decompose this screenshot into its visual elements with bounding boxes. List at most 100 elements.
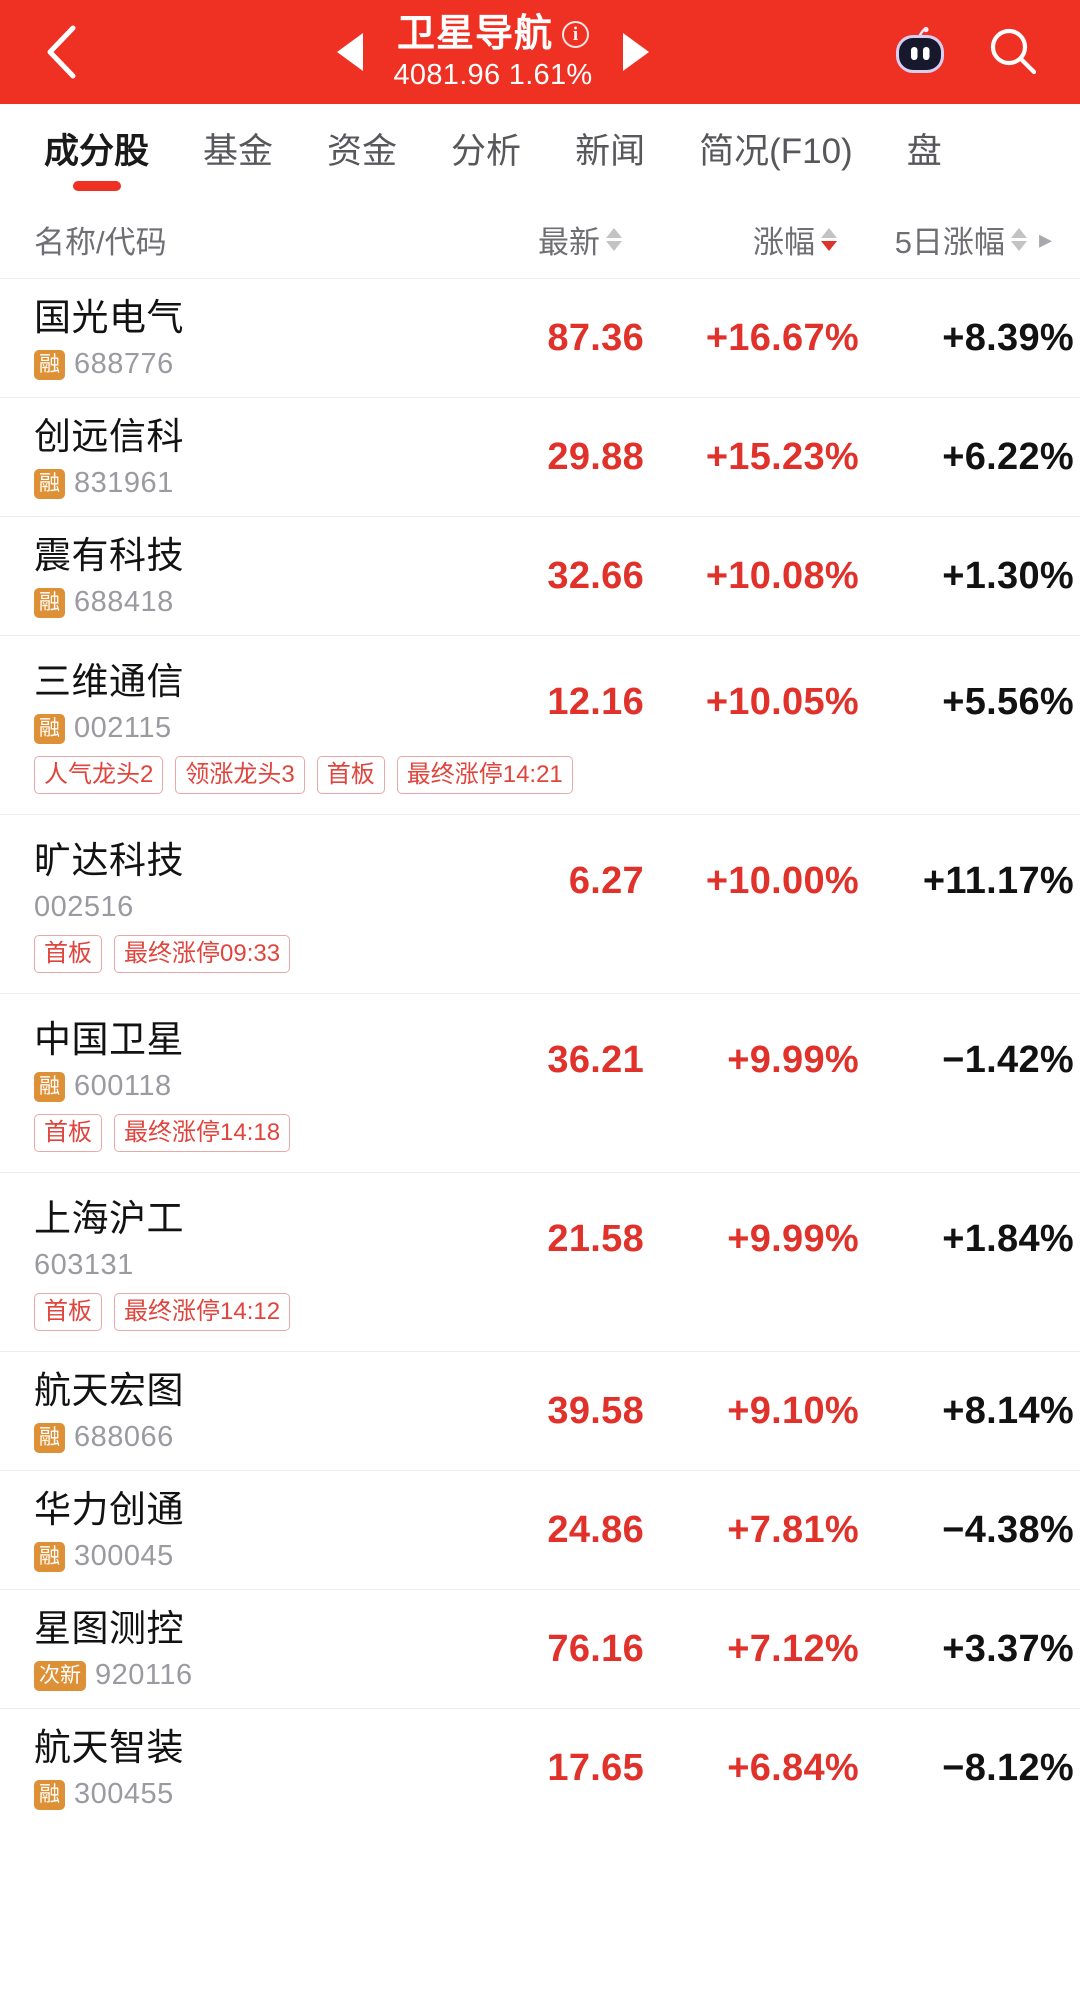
table-row[interactable]: 星图测控 次新 920116 76.16 +7.12% +3.37% <box>0 1589 1080 1708</box>
stock-name-cell[interactable]: 航天智装融 300455 <box>34 1725 454 1811</box>
stock-tag[interactable]: 首板 <box>34 1293 102 1331</box>
stock-name-cell[interactable]: 华力创通融 300045 <box>34 1487 454 1573</box>
stock-tag[interactable]: 最终涨停09:33 <box>114 935 291 973</box>
tab-label: 成分股 <box>44 132 150 171</box>
stock-name-cell[interactable]: 中国卫星融 600118 <box>34 1017 454 1103</box>
tab-chengfengu[interactable]: 成分股 <box>44 104 149 200</box>
table-row[interactable]: 中国卫星融 600118 36.21 +9.99% −1.42% 首板 最终涨停14:18 <box>0 993 1080 1172</box>
tab-xinwen[interactable]: 新闻 <box>575 104 645 200</box>
stock-name: 旷达科技 <box>34 840 184 881</box>
stock-change-percent-5d: +8.39% <box>942 316 1074 359</box>
stock-tag[interactable]: 首板 <box>34 1114 102 1152</box>
section-tab-bar[interactable]: 成分股 基金 资金 分析 新闻 简况(F10) 盘 <box>0 104 1080 200</box>
tab-label: 简况(F10) <box>699 132 853 171</box>
stock-change-percent-5d: +1.30% <box>942 554 1074 597</box>
stock-tag[interactable]: 领涨龙头3 <box>175 756 305 794</box>
table-row[interactable]: 航天宏图融 688066 39.58 +9.10% +8.14% <box>0 1351 1080 1470</box>
stock-code: 920116 <box>95 1659 193 1691</box>
stock-latest-price: 17.65 <box>547 1746 644 1789</box>
column-header-latest[interactable]: 最新 <box>432 217 622 262</box>
stock-change-percent-5d: +11.17% <box>922 859 1074 902</box>
tab-jijin[interactable]: 基金 <box>203 104 273 200</box>
tab-fenxi[interactable]: 分析 <box>451 104 521 200</box>
stock-list[interactable]: 国光电气融 688776 87.36 +16.67% +8.39% 创远信科融 831961… <box>0 278 1080 1827</box>
sort-down-icon <box>821 240 837 251</box>
stock-name: 震有科技 <box>34 535 184 576</box>
table-row-main: 星图测控 次新 920116 76.16 +7.12% +3.37% <box>34 1590 1074 1708</box>
stock-name-cell[interactable]: 旷达科技 002516 <box>34 838 454 924</box>
chevron-right-icon[interactable]: ▸ <box>1038 224 1052 254</box>
stock-change-percent-5d: +8.14% <box>942 1389 1074 1432</box>
stock-code-line: 融 688776 <box>34 348 454 381</box>
table-row[interactable]: 三维通信融 002115 12.16 +10.05% +5.56% 人气龙头2 领涨龙头3 首… <box>0 635 1080 814</box>
next-sector-button[interactable] <box>608 22 664 82</box>
stock-code: 002115 <box>74 712 172 744</box>
table-row[interactable]: 航天智装融 300455 17.65 +6.84% −8.12% <box>0 1708 1080 1827</box>
stock-name: 航天宏图 <box>34 1370 184 1411</box>
stock-tag[interactable]: 首板 <box>34 935 102 973</box>
stock-change-percent-5d: −1.42% <box>942 1038 1074 1081</box>
stock-change-percent: +6.84% <box>727 1746 859 1789</box>
stock-latest-price: 24.86 <box>547 1508 644 1551</box>
column-header-change-5d-label: 5日涨幅 <box>894 224 1005 260</box>
stock-latest-price: 29.88 <box>547 435 644 478</box>
stock-code-line: 融 688418 <box>34 586 454 619</box>
stock-name-cell[interactable]: 航天宏图融 688066 <box>34 1368 454 1454</box>
stock-latest-price: 76.16 <box>547 1627 644 1670</box>
previous-sector-button[interactable] <box>322 22 378 82</box>
stock-change-percent-5d: +1.84% <box>942 1217 1074 1260</box>
sort-arrows-change-5d-icon <box>1010 227 1027 251</box>
stock-tag[interactable]: 最终涨停14:12 <box>114 1293 291 1331</box>
stock-tag[interactable]: 首板 <box>316 756 385 794</box>
stock-change-percent-5d: +5.56% <box>942 680 1074 723</box>
table-row[interactable]: 创远信科融 831961 29.88 +15.23% +6.22% <box>0 397 1080 516</box>
stock-name-cell[interactable]: 国光电气融 688776 <box>34 295 454 381</box>
stock-change-percent-5d: +6.22% <box>942 435 1074 478</box>
table-row[interactable]: 震有科技融 688418 32.66 +10.08% +1.30% <box>0 516 1080 635</box>
stock-tag[interactable]: 人气龙头2 <box>34 756 164 794</box>
robot-assistant-button[interactable] <box>894 26 946 78</box>
stock-attribute-badge: 融 <box>34 1779 65 1810</box>
stock-code-line: 603131 <box>34 1249 454 1282</box>
sort-up-icon <box>1010 227 1027 238</box>
stock-code-line: 次新 920116 <box>34 1659 454 1692</box>
stock-code: 300455 <box>74 1778 174 1810</box>
tab-jiankuang-f10[interactable]: 简况(F10) <box>699 104 853 200</box>
stock-name-cell[interactable]: 上海沪工 603131 <box>34 1196 454 1282</box>
column-header-latest-label: 最新 <box>538 224 600 260</box>
stock-name: 三维通信 <box>34 661 184 702</box>
table-row[interactable]: 旷达科技 002516 6.27 +10.00% +11.17% 首板 最终涨停09:33 <box>0 814 1080 993</box>
stock-attribute-badge: 融 <box>34 1541 65 1572</box>
stock-code-line: 融 600118 <box>34 1070 454 1103</box>
sort-up-icon <box>821 227 837 238</box>
stock-code: 603131 <box>34 1249 134 1281</box>
tab-panmian[interactable]: 盘 <box>907 104 942 200</box>
table-row-main: 旷达科技 002516 6.27 +10.00% +11.17% <box>34 815 1074 933</box>
stock-tag[interactable]: 最终涨停14:18 <box>114 1114 291 1152</box>
stock-attribute-badge: 融 <box>34 713 65 744</box>
robot-assistant-icon <box>896 26 944 73</box>
stock-name-cell[interactable]: 创远信科融 831961 <box>34 414 454 500</box>
table-row[interactable]: 华力创通融 300045 24.86 +7.81% −4.38% <box>0 1470 1080 1589</box>
header-title-row: 卫星导航 i <box>397 12 589 56</box>
stock-tag-row: 首板 最终涨停09:33 <box>34 933 1052 993</box>
info-icon[interactable]: i <box>562 20 589 48</box>
column-header-change[interactable]: 涨幅 <box>622 217 837 262</box>
stock-name-cell[interactable]: 星图测控 次新 920116 <box>34 1606 454 1692</box>
stock-tag[interactable]: 最终涨停14:21 <box>396 756 573 794</box>
stock-latest-price: 12.16 <box>547 680 644 723</box>
tab-zijin[interactable]: 资金 <box>327 104 397 200</box>
back-button[interactable] <box>30 17 92 87</box>
column-header-change-5d[interactable]: 5日涨幅 ▸ <box>837 217 1052 262</box>
stock-name-cell[interactable]: 三维通信融 002115 <box>34 659 454 745</box>
tab-label: 盘 <box>906 132 942 171</box>
stock-change-percent: +16.67% <box>705 316 859 359</box>
stock-name-cell[interactable]: 震有科技融 688418 <box>34 533 454 619</box>
stock-tag-row: 人气龙头2 领涨龙头3 首板 最终涨停14:21 <box>34 754 1052 814</box>
search-button[interactable] <box>986 25 1040 79</box>
table-row[interactable]: 国光电气融 688776 87.36 +16.67% +8.39% <box>0 278 1080 397</box>
table-row[interactable]: 上海沪工 603131 21.58 +9.99% +1.84% 首板 最终涨停14:12 <box>0 1172 1080 1351</box>
stock-code: 600118 <box>74 1070 172 1102</box>
search-icon <box>990 28 1037 75</box>
